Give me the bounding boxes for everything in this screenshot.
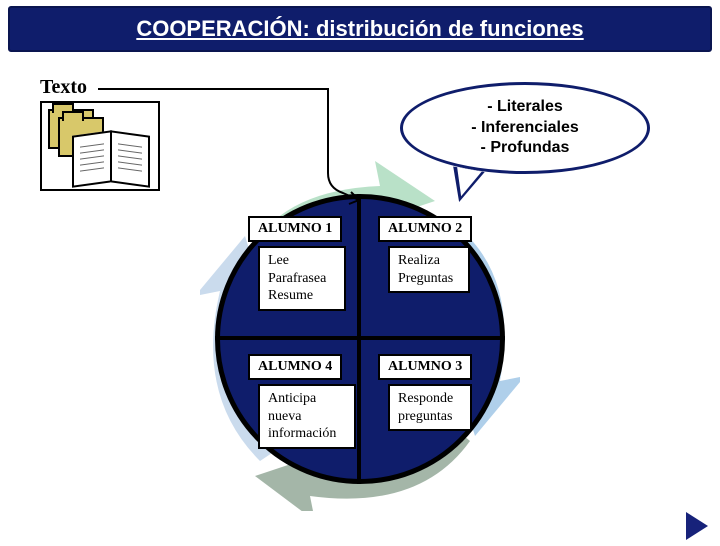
- callout-line: - Profundas: [481, 138, 570, 159]
- desc-line: preguntas: [398, 408, 462, 426]
- desc-line: Resume: [268, 287, 336, 305]
- quadrant-desc-2: Realiza Preguntas: [388, 246, 470, 293]
- open-book-icon: [72, 133, 152, 185]
- desc-line: Realiza: [398, 252, 460, 270]
- desc-line: Lee: [268, 252, 336, 270]
- callout-line: - Literales: [487, 97, 563, 118]
- quadrant-desc-4: Anticipa nueva información: [258, 384, 356, 449]
- desc-line: Responde: [398, 390, 462, 408]
- callout-bubble: - Literales - Inferenciales - Profundas: [400, 82, 650, 177]
- quadrant-label-3: ALUMNO 3: [378, 354, 472, 380]
- quadrant-label-2: ALUMNO 2: [378, 216, 472, 242]
- callout-tail-icon: [447, 166, 484, 205]
- callout-body: - Literales - Inferenciales - Profundas: [400, 82, 650, 174]
- quadrant-label-1: ALUMNO 1: [248, 216, 342, 242]
- page-title: COOPERACIÓN: distribución de funciones: [8, 6, 712, 52]
- texto-label: Texto: [40, 76, 87, 99]
- desc-line: Preguntas: [398, 270, 460, 288]
- connector-arrow-icon: [325, 88, 375, 208]
- quadrant-desc-1: Lee Parafrasea Resume: [258, 246, 346, 311]
- divider-horizontal: [215, 336, 505, 340]
- connector-line: [98, 88, 328, 90]
- callout-line: - Inferenciales: [471, 118, 579, 139]
- desc-line: Anticipa: [268, 390, 346, 408]
- desc-line: información: [268, 425, 346, 443]
- desc-line: Parafrasea: [268, 270, 336, 288]
- document-icon: [40, 101, 160, 191]
- quadrant-desc-3: Responde preguntas: [388, 384, 472, 431]
- desc-line: nueva: [268, 408, 346, 426]
- next-slide-button[interactable]: [686, 512, 708, 540]
- quadrant-label-4: ALUMNO 4: [248, 354, 342, 380]
